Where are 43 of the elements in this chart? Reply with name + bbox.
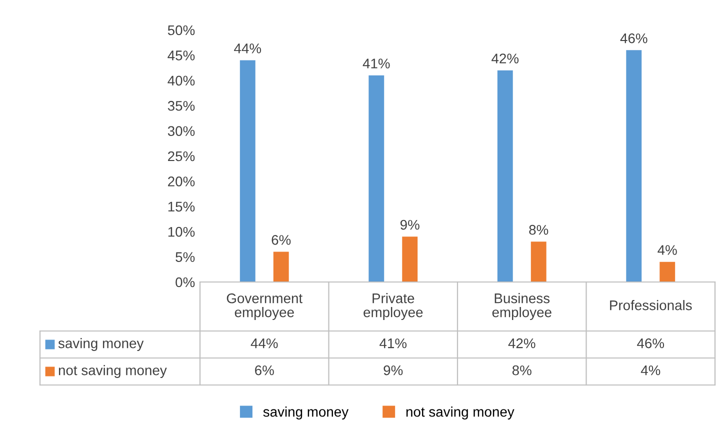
y-tick-label: 40% (168, 76, 195, 86)
bar (273, 252, 289, 282)
x-tick-label: Professionals (610, 300, 692, 310)
bar (368, 75, 384, 282)
data-label: 4% (640, 365, 660, 376)
text: 6% (272, 235, 291, 245)
text: 8% (529, 224, 548, 235)
text: 44% (234, 44, 262, 54)
bar (530, 242, 546, 282)
legend-label: saving money (58, 338, 144, 351)
bar (626, 50, 642, 282)
y-tick-label: 45% (168, 50, 195, 60)
data-label: 6% (255, 365, 274, 376)
text: 41% (362, 58, 390, 68)
text: not saving money (58, 365, 167, 378)
y-tick-label: 5% (176, 252, 195, 262)
y-tick-label: 10% (168, 226, 195, 237)
x-tick-label: Private employee (364, 293, 423, 320)
legend-label: not saving money (406, 406, 514, 420)
data-label: 42% (508, 338, 536, 348)
y-tick-label: 50% (168, 25, 195, 36)
text: 42% (492, 54, 519, 64)
bar (660, 262, 676, 282)
data-label: 41% (380, 338, 407, 348)
y-tick-label: 0% (176, 277, 195, 288)
text: 46% (620, 33, 648, 44)
data-label: 46% (637, 338, 664, 348)
y-tick-label: 30% (168, 126, 195, 136)
text: 9% (400, 220, 420, 230)
text: saving money (263, 406, 349, 420)
data-label: 9% (384, 365, 403, 376)
bar (240, 60, 256, 282)
data-label: 8% (512, 365, 532, 376)
text: 4% (658, 245, 677, 255)
y-tick-label: 25% (168, 151, 195, 162)
x-tick-label: Business employee (492, 293, 552, 320)
bar (402, 236, 418, 282)
y-tick-label: 15% (168, 202, 195, 212)
data-label: 44% (250, 338, 278, 348)
y-tick-label: 20% (168, 176, 195, 186)
x-tick-label: Government employee (226, 293, 302, 320)
y-tick-label: 35% (168, 100, 195, 111)
bar (497, 70, 513, 282)
